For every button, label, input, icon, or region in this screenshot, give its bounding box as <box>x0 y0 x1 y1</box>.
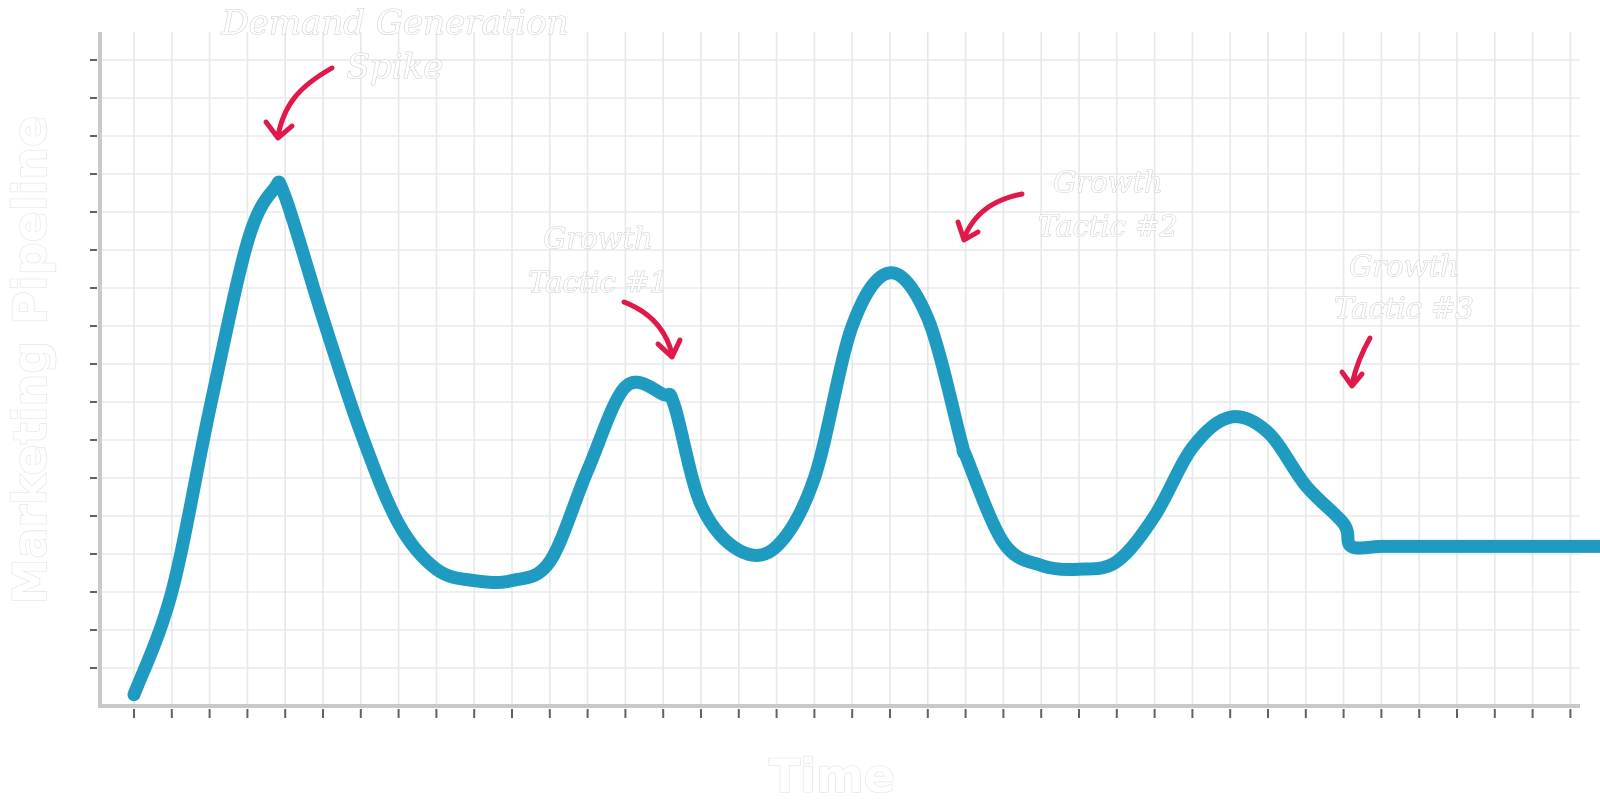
annotation-text: Growth <box>1349 249 1459 283</box>
y-axis-label: Marketing Pipeline <box>3 116 57 605</box>
annotation-3: Growth Tactic #2 <box>955 165 1178 244</box>
annotation-text: Tactic #3 <box>1334 291 1474 325</box>
axis-ticks <box>90 59 1572 718</box>
annotation-arrow <box>621 299 675 357</box>
annotation-arrowhead <box>655 337 683 360</box>
annotation-text: Demand Generation <box>220 3 568 43</box>
annotation-arrowhead <box>955 219 981 243</box>
annotation-4: Growth Tactic #3 <box>1334 249 1474 389</box>
annotation-text: Growth <box>1053 165 1163 199</box>
annotation-text: Growth <box>543 221 653 255</box>
series <box>127 175 1600 702</box>
annotation-arrow <box>961 191 1025 241</box>
annotation-text: Tactic #1 <box>528 265 668 299</box>
annotation-text: Spike <box>347 47 444 87</box>
annotation-arrowhead <box>263 119 295 141</box>
annotation-arrow <box>1349 335 1373 387</box>
annotation-text: Tactic #2 <box>1038 209 1178 243</box>
annotation-2: Growth Tactic #1 <box>528 221 683 360</box>
axes <box>98 32 1580 708</box>
x-axis-label: Time <box>769 749 895 803</box>
series-line <box>127 175 1600 702</box>
annotation-arrow <box>275 65 335 139</box>
annotation-arrowhead <box>1339 369 1365 389</box>
grid <box>100 32 1580 706</box>
